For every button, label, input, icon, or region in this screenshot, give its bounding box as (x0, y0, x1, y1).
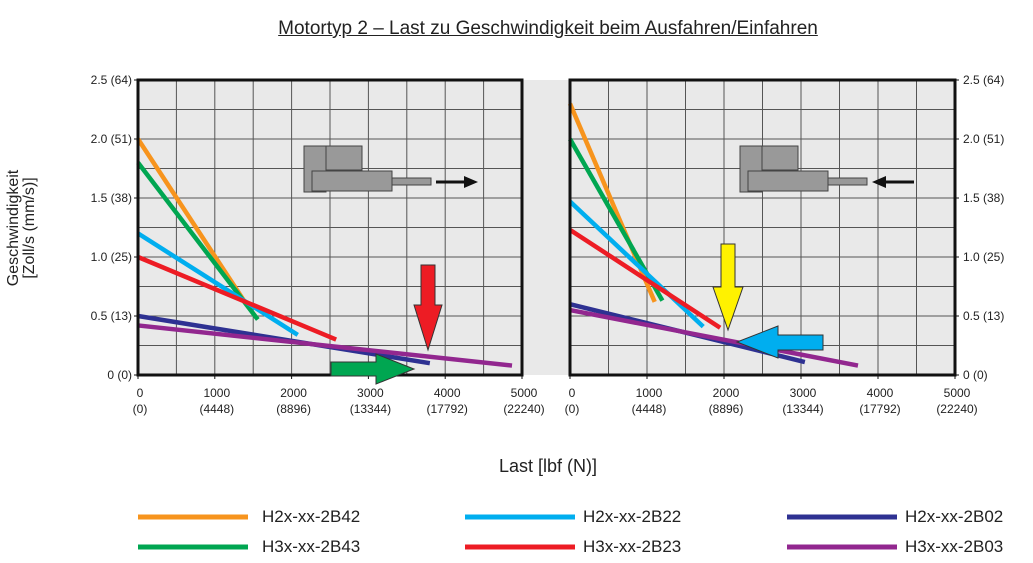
y-tick-label: 2.5 (64) (90, 73, 132, 87)
actuator-rod (391, 177, 432, 186)
x-tick-label: 4000 (17792) (859, 386, 901, 416)
series-line (137, 323, 513, 368)
highlight-arrow (712, 243, 744, 332)
legend-label: H2x-xx-2B22 (583, 507, 682, 526)
series-line (568, 199, 705, 329)
x-tick-label: 0 (0) (564, 386, 580, 416)
x-tick-label: 3000 (13344) (782, 386, 824, 416)
direction-arrow-head (464, 176, 478, 188)
highlight-arrow (330, 353, 416, 385)
y-tick-label: 0.5 (13) (963, 309, 1005, 323)
legend-label: H2x-xx-2B42 (262, 507, 361, 526)
x-tick-label: 5000 (22240) (503, 386, 545, 416)
decorations (303, 145, 914, 385)
x-tick-label: 1000 (4448) (199, 386, 235, 416)
y-tick-label: 2.0 (51) (963, 132, 1005, 146)
legend-label: H3x-xx-2B43 (262, 537, 361, 556)
legend-label: H2x-xx-2B02 (905, 507, 1004, 526)
series-line (137, 254, 338, 342)
y-tick-label: 1.5 (38) (963, 191, 1005, 205)
y-tick-label: 2.0 (51) (90, 132, 132, 146)
chart-title: Motortyp 2 – Last zu Geschwindigkeit bei… (278, 18, 818, 39)
legend-label: H3x-xx-2B23 (583, 537, 682, 556)
y-tick-label: 1.0 (25) (90, 250, 132, 264)
y-tick-label: 1.0 (25) (963, 250, 1005, 264)
y-tick-label: 1.5 (38) (90, 191, 132, 205)
series-line (569, 307, 859, 368)
x-tick-label: 5000 (22240) (936, 386, 978, 416)
x-tick-label: 2000 (8896) (276, 386, 311, 416)
actuator-tube (311, 170, 393, 192)
series-line (136, 161, 260, 321)
x-axis-label: Last [lbf (N)] (498, 456, 598, 476)
series-line (136, 137, 249, 307)
y-tick-label: 0.5 (13) (90, 309, 132, 323)
y-tick-label: 0 (0) (107, 368, 132, 382)
x-tick-label: 1000 (4448) (631, 386, 667, 416)
y-tick-label: 2.5 (64) (963, 73, 1005, 87)
plot-border (136, 78, 524, 377)
highlight-arrow (735, 325, 824, 359)
y-axis-label: Geschwindigkeit [Zoll/s (mm/s)] (5, 169, 38, 287)
direction-arrow-head (872, 176, 886, 188)
y-tick-label: 0 (0) (963, 368, 988, 382)
actuator-tube (747, 170, 829, 192)
x-tick-label: 4000 (17792) (426, 386, 468, 416)
plot-border (568, 78, 957, 377)
highlight-arrow (413, 264, 443, 352)
marks (134, 78, 959, 379)
x-tick-label: 0 (0) (132, 386, 148, 416)
x-tick-label: 3000 (13344) (349, 386, 392, 416)
series-line (136, 231, 299, 337)
series-line (568, 227, 722, 330)
legend-label: H3x-xx-2B03 (905, 537, 1004, 556)
x-tick-label: 2000 (8896) (708, 386, 744, 416)
actuator-rod (827, 177, 868, 186)
